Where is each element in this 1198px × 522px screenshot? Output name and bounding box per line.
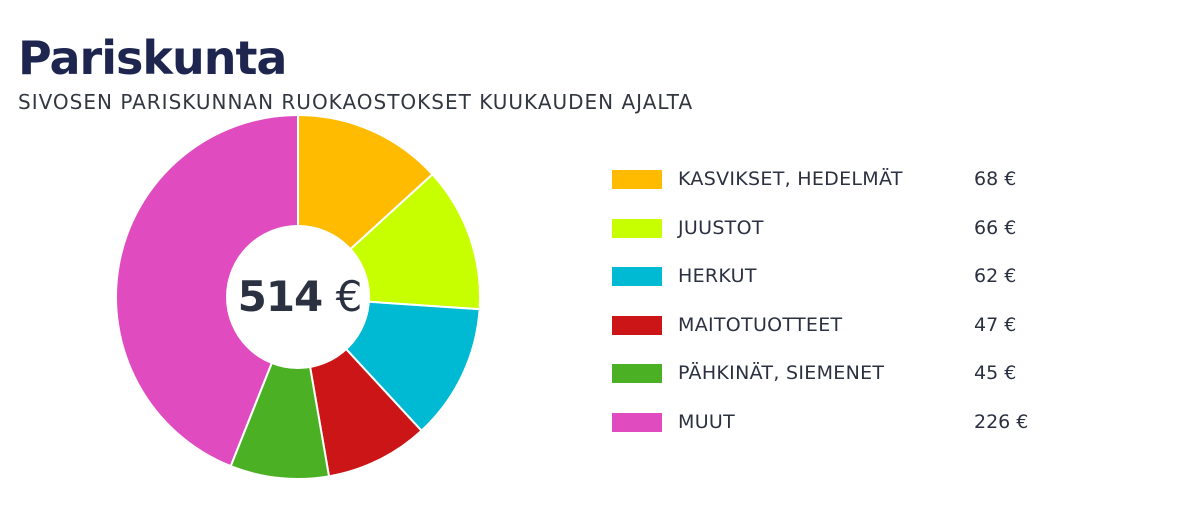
legend-value: 47 €	[974, 313, 1017, 336]
legend-value: 226 €	[974, 410, 1029, 433]
legend-swatch	[612, 315, 662, 335]
legend-swatch	[612, 267, 662, 287]
donut-hole	[226, 225, 370, 369]
total-unit: €	[335, 272, 363, 321]
legend-swatch	[612, 218, 662, 238]
legend-label: JUUSTOT	[678, 216, 764, 239]
legend-swatch	[612, 170, 662, 189]
legend-label: MUUT	[678, 410, 736, 433]
total-value: 514	[237, 272, 324, 321]
legend-swatch	[612, 412, 662, 432]
legend-label: HERKUT	[678, 265, 757, 288]
chart-subtitle: SIVOSEN PARISKUNNAN RUOKAOSTOKSET KUUKAU…	[18, 90, 694, 114]
legend-value: 62 €	[974, 265, 1017, 288]
legend-label: MAITOTUOTTEET	[678, 313, 843, 336]
legend-value: 68 €	[974, 168, 1017, 190]
legend-swatch	[612, 364, 662, 384]
legend-label: KASVIKSET, HEDELMÄT	[678, 168, 903, 190]
donut-slice	[115, 113, 299, 468]
legend-value: 66 €	[974, 216, 1017, 239]
donut-center-total: 514 €	[180, 265, 420, 329]
legend-value: 45 €	[974, 362, 1017, 385]
legend-label: PÄHKINÄT, SIEMENET	[678, 362, 885, 385]
chart-title: Pariskunta	[18, 31, 287, 85]
